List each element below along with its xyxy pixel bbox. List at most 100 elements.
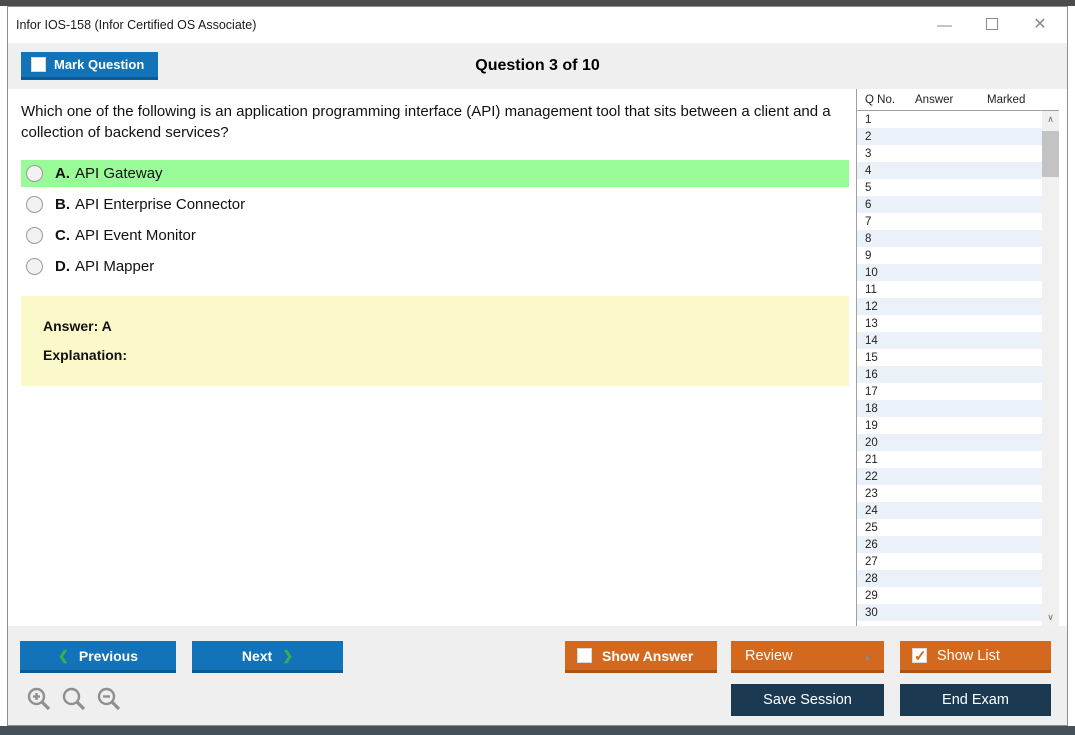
maximize-box [986, 17, 998, 30]
question-list-row[interactable]: 24 [857, 502, 1043, 519]
close-icon[interactable]: ✕ [1033, 16, 1047, 33]
review-label: Review [745, 647, 793, 664]
q-number: 29 [865, 589, 878, 602]
q-number: 14 [865, 334, 878, 347]
end-exam-button[interactable]: End Exam [900, 684, 1051, 716]
question-list-row[interactable]: 30 [857, 604, 1043, 621]
main-area: Which one of the following is an applica… [8, 89, 1067, 626]
question-list-row[interactable]: 2 [857, 128, 1043, 145]
save-session-label: Save Session [763, 692, 852, 708]
question-list-row[interactable]: 16 [857, 366, 1043, 383]
question-list-row[interactable]: 9 [857, 247, 1043, 264]
question-list-row[interactable]: 29 [857, 587, 1043, 604]
option-text: API Event Monitor [75, 227, 196, 244]
header-bar: Mark Question Question 3 of 10 [8, 43, 1067, 89]
zoom-reset-icon[interactable] [61, 686, 87, 712]
radio-button[interactable] [26, 258, 43, 275]
answer-box: Answer: A Explanation: [21, 296, 849, 386]
next-button[interactable]: Next ❯ [192, 641, 343, 673]
question-list-row[interactable]: 26 [857, 536, 1043, 553]
header-answer: Answer [915, 93, 954, 106]
question-list-row[interactable]: 17 [857, 383, 1043, 400]
question-list-row[interactable]: 5 [857, 179, 1043, 196]
q-number: 4 [865, 164, 872, 177]
question-list-row[interactable]: 18 [857, 400, 1043, 417]
q-number: 3 [865, 147, 872, 160]
show-list-button[interactable]: Show List [900, 641, 1051, 673]
minimize-icon[interactable]: — [937, 16, 952, 34]
option-letter: D. [55, 258, 70, 275]
question-list-row[interactable]: 15 [857, 349, 1043, 366]
q-number: 28 [865, 572, 878, 585]
question-list-row[interactable]: 21 [857, 451, 1043, 468]
q-number: 2 [865, 130, 872, 143]
question-list-body: 1 2 3 4 5 6 7 8 9 10 11 12 13 14 15 16 17 18 19 20 21 22 23 24 2… [857, 111, 1059, 626]
exam-window: Infor IOS-158 (Infor Certified OS Associ… [7, 6, 1068, 726]
option-b[interactable]: B. API Enterprise Connector [21, 191, 849, 218]
option-d[interactable]: D. API Mapper [21, 253, 849, 280]
question-list-row[interactable]: 28 [857, 570, 1043, 587]
question-list-row[interactable]: 23 [857, 485, 1043, 502]
q-number: 20 [865, 436, 878, 449]
q-number: 26 [865, 538, 878, 551]
mark-question-button[interactable]: Mark Question [21, 52, 159, 80]
q-number: 22 [865, 470, 878, 483]
question-list-row[interactable]: 13 [857, 315, 1043, 332]
question-list-row[interactable]: 27 [857, 553, 1043, 570]
question-list-row[interactable]: 8 [857, 230, 1043, 247]
q-number: 30 [865, 606, 878, 619]
question-list-row[interactable]: 4 [857, 162, 1043, 179]
radio-button[interactable] [26, 227, 43, 244]
question-list-row[interactable]: 3 [857, 145, 1043, 162]
maximize-icon[interactable] [983, 17, 1001, 33]
question-list-row[interactable]: 12 [857, 298, 1043, 315]
q-number: 18 [865, 402, 878, 415]
caret-up-icon: ▲ [863, 652, 872, 662]
mark-question-checkbox[interactable] [31, 57, 46, 72]
show-answer-button[interactable]: Show Answer [565, 641, 717, 673]
question-list-scrollbar[interactable]: ∧ ∨ [1042, 111, 1059, 626]
question-list-row[interactable]: 10 [857, 264, 1043, 281]
option-text: API Mapper [75, 258, 155, 275]
scrollbar-thumb[interactable] [1042, 131, 1059, 177]
question-list-row[interactable]: 11 [857, 281, 1043, 298]
q-number: 23 [865, 487, 878, 500]
question-list-header: Q No. Answer Marked [857, 89, 1059, 111]
question-list-row[interactable]: 20 [857, 434, 1043, 451]
window-controls: — ✕ [935, 7, 1049, 43]
question-list: 1 2 3 4 5 6 7 8 9 10 11 12 13 14 15 16 17 18 19 20 21 22 23 24 2… [857, 111, 1043, 621]
option-c[interactable]: C. API Event Monitor [21, 222, 849, 249]
q-number: 15 [865, 351, 878, 364]
option-a[interactable]: A. API Gateway [21, 160, 849, 187]
question-list-row[interactable]: 25 [857, 519, 1043, 536]
show-answer-checkbox[interactable] [577, 648, 592, 663]
option-letter: A. [55, 165, 70, 182]
show-list-checkbox[interactable] [912, 647, 927, 665]
question-list-row[interactable]: 19 [857, 417, 1043, 434]
question-list-row[interactable]: 7 [857, 213, 1043, 230]
zoom-in-icon[interactable] [26, 686, 52, 712]
scroll-down-icon[interactable]: ∨ [1047, 612, 1054, 622]
question-list-row[interactable]: 14 [857, 332, 1043, 349]
previous-button[interactable]: ❮ Previous [20, 641, 176, 673]
q-number: 25 [865, 521, 878, 534]
q-number: 7 [865, 215, 872, 228]
radio-button[interactable] [26, 165, 43, 182]
question-list-row[interactable]: 1 [857, 111, 1043, 128]
frame-top-strip [0, 0, 1075, 6]
chevron-right-icon: ❯ [282, 647, 294, 663]
question-list-row[interactable]: 22 [857, 468, 1043, 485]
radio-button[interactable] [26, 196, 43, 213]
header-qno: Q No. [865, 93, 896, 106]
scroll-up-icon[interactable]: ∧ [1047, 114, 1054, 124]
zoom-out-icon[interactable] [96, 686, 122, 712]
next-label: Next [241, 647, 273, 664]
question-list-row[interactable]: 6 [857, 196, 1043, 213]
q-number: 9 [865, 249, 872, 262]
save-session-button[interactable]: Save Session [731, 684, 884, 716]
q-number: 8 [865, 232, 872, 245]
end-exam-label: End Exam [942, 692, 1009, 708]
question-text: Which one of the following is an applica… [21, 103, 831, 141]
review-button[interactable]: Review ▲ [731, 641, 884, 673]
